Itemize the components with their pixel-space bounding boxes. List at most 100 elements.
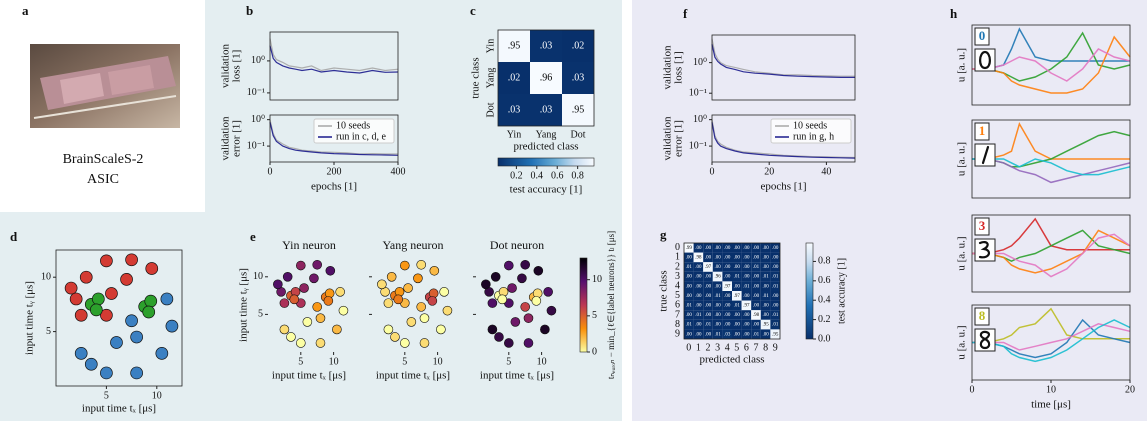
heatmap-cell [712,281,723,291]
colorbar [805,242,814,340]
heatmap-cell [741,271,752,282]
cell-label: .00 [772,246,779,251]
cell-label: .00 [714,265,721,270]
y-axis-label: validation [220,44,232,88]
cell-label: .01 [734,304,741,309]
scatter-point [295,260,306,271]
cell-label: .00 [743,275,750,280]
scatter-point [497,294,508,305]
digit-image [974,48,996,72]
scatter-point [315,338,326,348]
heatmap-cell [732,271,742,282]
x-tick-label: 10 [329,356,339,367]
x-tick-label: 5 [298,356,303,367]
series-line [711,38,855,77]
colorbar-tick-label: 0.8 [571,170,584,181]
x-tick-label: 8 [763,342,768,353]
cell-label: .02 [572,40,585,51]
x-tick-label: 20 [1125,384,1135,395]
heatmap-cell [722,319,732,330]
x-tick-label: 5 [506,356,511,367]
colorbar [579,257,588,353]
scatter-point [487,298,498,308]
chip-photo [30,44,180,128]
y-axis-label: input time tᵧ [μs] [24,281,36,355]
heatmap-cell [722,243,732,253]
x-tick-label: Yang [536,129,557,140]
cell-label: .01 [686,304,693,309]
heatmap-cell [684,300,694,311]
series-line [972,233,1131,278]
heatmap-cell [741,329,752,339]
x-tick-label: 0 [268,166,273,177]
cell-label: .00 [705,294,712,299]
cell-label: .00 [705,332,712,337]
scatter-point [416,302,427,312]
heatmap-cell [530,30,562,62]
x-tick-label: 10 [152,390,162,401]
cell-label: .00 [714,284,721,289]
x-tick-label: 10 [537,356,547,367]
cell-label: .00 [695,304,702,309]
scatter-point [393,294,404,305]
heatmap-cell [770,319,780,330]
cell-label: .98 [753,313,760,318]
heatmap-cell [712,300,723,311]
heatmap-cell [741,319,752,330]
cell-label: .00 [743,332,750,337]
scatter-point [142,305,156,319]
cell-label: .00 [695,323,702,328]
cell-label: .00 [695,332,702,337]
axes-frame [683,242,781,340]
legend-label: 10 seeds [336,120,370,131]
cell-label: .01 [772,284,779,289]
cell-label: .96 [714,275,721,280]
x-tick-label: 4 [725,342,730,353]
cell-label: .00 [705,304,712,309]
x-tick-label: 10 [1046,384,1056,395]
cell-label: .00 [724,275,731,280]
cell-label: .03 [572,72,585,83]
scatter-point [399,338,410,348]
y-axis-label: loss [1] [231,50,243,83]
scatter-point [84,357,98,371]
x-tick-label: 5 [402,356,407,367]
legend-label: 10 seeds [793,120,827,131]
y-tick-label: 1 [675,252,680,263]
heatmap-cell [722,271,732,282]
heatmap-cell [562,62,594,94]
scatter-point [165,319,179,333]
cell-label: .97 [734,294,741,299]
colorbar-tick-label: 0.2 [510,170,523,181]
series-line [972,158,1131,176]
scatter-point [299,283,309,293]
heatmap-cell [684,310,694,320]
cell-label: .00 [762,313,769,318]
scatter-point [416,259,427,270]
x-axis-label: predicted class [513,141,578,153]
heatmap-cell [760,262,771,272]
heatmap-cell [684,329,694,339]
y-axis-label: error [1] [673,120,685,157]
y-axis-label: u [a. u.] [956,48,968,82]
heatmap-cell [684,271,694,282]
digit-stroke [981,145,990,165]
heatmap-cell [712,262,723,272]
x-tick-label: 5 [734,342,739,353]
y-axis-label: input time tᵧ [μs] [238,268,250,342]
x-axis-label: epochs [1] [311,181,357,193]
cell-label: .00 [724,304,731,309]
heatmap-cell [498,62,530,94]
cell-label: .01 [743,284,750,289]
cell-label: .00 [724,265,731,270]
legend-box [770,118,852,144]
cell-label: .00 [743,313,750,318]
heatmap-cell [760,281,771,291]
heatmap-cell [741,281,752,291]
x-tick-label: 5 [104,390,109,401]
panel-label: d [10,229,18,244]
colorbar-tick-label: 5 [592,310,597,321]
x-tick-label: 3 [715,342,720,353]
heatmap-cell [684,262,694,272]
y-axis-label: u [a. u.] [956,325,968,359]
